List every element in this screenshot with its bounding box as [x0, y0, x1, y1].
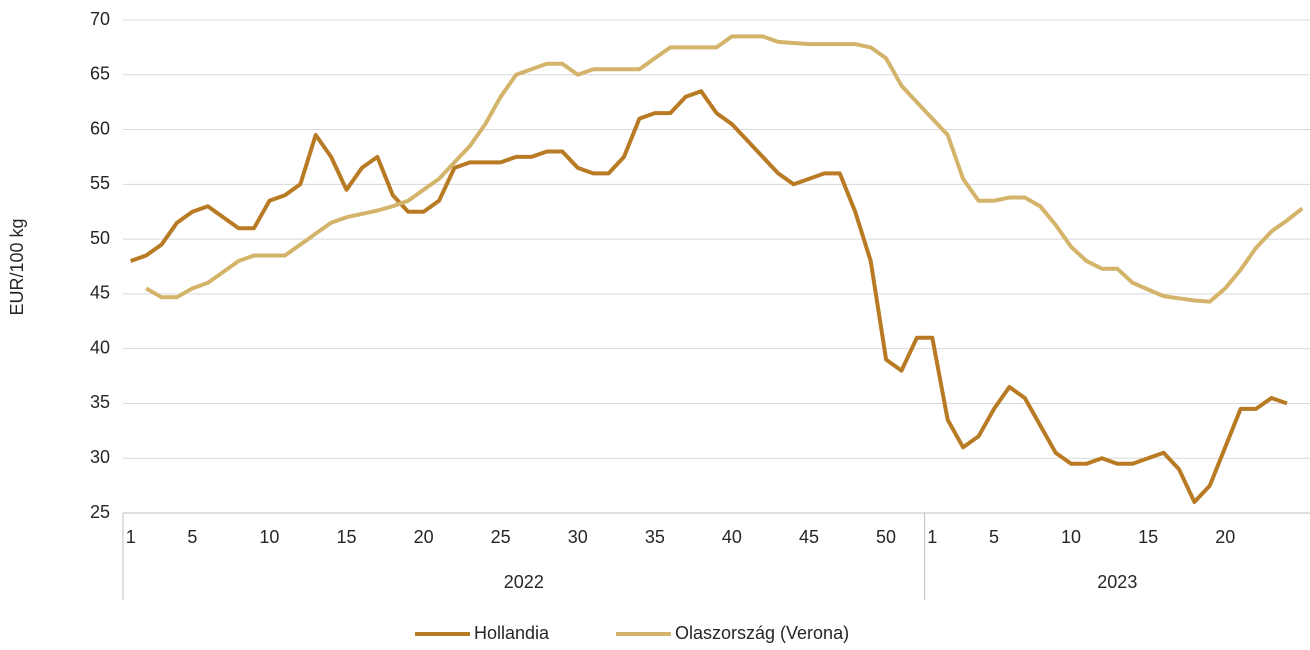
y-tick-label: 55 [90, 173, 110, 193]
legend-label: Hollandia [474, 623, 550, 643]
x-tick-label: 30 [568, 527, 588, 547]
x-tick-label: 35 [645, 527, 665, 547]
x-tick-label: 1 [927, 527, 937, 547]
y-tick-label: 45 [90, 283, 110, 303]
y-tick-label: 40 [90, 337, 110, 357]
x-tick-label: 15 [337, 527, 357, 547]
x-tick-label: 45 [799, 527, 819, 547]
y-tick-label: 30 [90, 447, 110, 467]
series-line [145, 34, 1304, 304]
y-tick-label: 35 [90, 392, 110, 412]
x-tick-label: 5 [989, 527, 999, 547]
legend-label: Olaszország (Verona) [675, 623, 849, 643]
x-tick-label: 10 [259, 527, 279, 547]
y-tick-label: 60 [90, 118, 110, 138]
y-tick-label: 25 [90, 502, 110, 522]
y-tick-label: 50 [90, 228, 110, 248]
x-tick-label: 10 [1061, 527, 1081, 547]
group-label: 2023 [1097, 572, 1137, 592]
y-tick-label: 70 [90, 9, 110, 29]
x-tick-label: 40 [722, 527, 742, 547]
x-tick-label: 20 [414, 527, 434, 547]
x-tick-label: 25 [491, 527, 511, 547]
y-axis-label: EUR/100 kg [7, 218, 27, 315]
x-tick-label: 1 [126, 527, 136, 547]
y-tick-label: 65 [90, 64, 110, 84]
series-line [130, 89, 1288, 504]
x-tick-label: 5 [187, 527, 197, 547]
x-tick-label: 50 [876, 527, 896, 547]
group-label: 2022 [504, 572, 544, 592]
x-tick-label: 15 [1138, 527, 1158, 547]
x-tick-label: 20 [1215, 527, 1235, 547]
